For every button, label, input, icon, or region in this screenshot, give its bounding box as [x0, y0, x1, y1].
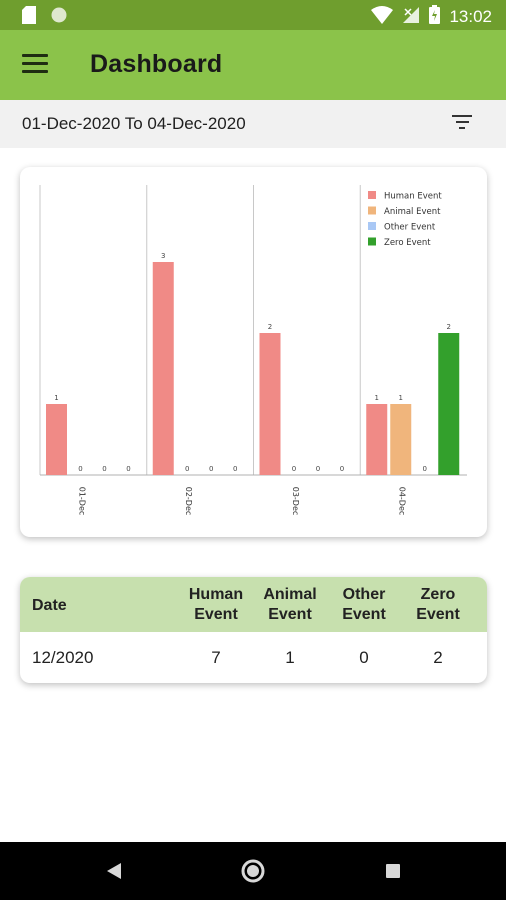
- cell-human-event: 7: [211, 648, 221, 667]
- cell-date: 12/2020: [32, 648, 94, 667]
- cell-other-event: 0: [359, 648, 369, 667]
- header-other-line1: Other: [342, 586, 386, 603]
- legend-swatch: [368, 206, 376, 215]
- bar-value-label: 0: [78, 465, 82, 473]
- bar-value-label: 0: [126, 465, 130, 473]
- bar-zero-event: [438, 333, 460, 475]
- header-animal-line1: Animal: [263, 586, 317, 603]
- status-bar: 13:02: [0, 0, 506, 30]
- header-human-line2: Event: [194, 606, 238, 623]
- signal-icon: [402, 6, 420, 28]
- bar-human-event: [259, 333, 281, 475]
- bar-human-event: [152, 262, 174, 475]
- bar-value-label: 0: [316, 465, 320, 473]
- bar-value-label: 0: [340, 465, 344, 473]
- back-button[interactable]: [84, 842, 144, 900]
- bar-value-label: 0: [102, 465, 106, 473]
- date-range-bar: 01-Dec-2020 To 04-Dec-2020: [0, 100, 506, 148]
- recents-square-icon: [386, 864, 400, 878]
- bar-value-label: 1: [375, 394, 379, 402]
- header-other-line2: Event: [342, 606, 386, 623]
- menu-button[interactable]: [22, 54, 48, 76]
- header-zero-event: Zero Event: [398, 585, 478, 625]
- header-human-line1: Human: [188, 586, 244, 603]
- table-header: Date Human Event Animal Event Other Even…: [20, 577, 487, 632]
- bar-value-label: 0: [185, 465, 189, 473]
- bar-chart: 1 0 0 0 01-Dec 3 0 0 0 02-Dec 2 0 0 0 03-Dec 1 1 0 2 04-Dec…: [39, 185, 467, 516]
- legend-swatch: [368, 222, 376, 230]
- legend-label: Other Event: [384, 223, 436, 233]
- circle-notification-icon: [50, 6, 68, 28]
- header-zero-line1: Zero: [420, 586, 456, 603]
- x-tick-label: 01-Dec: [77, 487, 86, 516]
- header-animal-line2: Event: [268, 606, 312, 623]
- bar-human-event: [366, 404, 388, 475]
- cell-animal-event: 1: [285, 648, 295, 667]
- bar-value-label: 1: [399, 394, 403, 402]
- chart-card: 1 0 0 0 01-Dec 3 0 0 0 02-Dec 2 0 0 0 03-Dec 1 1 0 2 04-Dec…: [20, 167, 487, 537]
- recents-button[interactable]: [363, 842, 423, 900]
- summary-table: Date Human Event Animal Event Other Even…: [20, 577, 487, 683]
- filter-icon: [452, 115, 472, 117]
- x-tick-label: 04-Dec: [398, 487, 407, 516]
- bar-animal-event: [390, 404, 412, 475]
- home-circle-icon: [241, 859, 265, 883]
- bar-value-label: 3: [161, 252, 165, 260]
- header-date: Date: [32, 597, 67, 614]
- bar-value-label: 0: [209, 465, 213, 473]
- bar-value-label: 0: [233, 465, 237, 473]
- wifi-icon: [371, 5, 394, 28]
- app-bar: Dashboard: [0, 30, 506, 100]
- x-tick-label: 02-Dec: [184, 487, 193, 516]
- header-zero-line2: Event: [416, 606, 460, 623]
- hamburger-line: [22, 62, 48, 65]
- hamburger-icon: [22, 54, 48, 57]
- navigation-bar: [0, 842, 506, 900]
- back-triangle-icon: [107, 863, 121, 879]
- table-row[interactable]: 12/2020 7 1 0 2: [20, 632, 487, 683]
- filter-icon-line: [455, 121, 469, 123]
- page-title: Dashboard: [90, 50, 223, 78]
- bar-human-event: [46, 404, 67, 475]
- sd-card-icon: [22, 6, 36, 28]
- bar-value-label: 1: [54, 394, 58, 402]
- bar-value-label: 2: [447, 323, 451, 331]
- status-time: 13:02: [449, 6, 492, 26]
- header-other-event: Other Event: [324, 585, 404, 625]
- bar-value-label: 0: [292, 465, 296, 473]
- home-button[interactable]: [223, 842, 283, 900]
- header-animal-event: Animal Event: [250, 585, 330, 625]
- legend-label: Human Event: [384, 192, 442, 202]
- legend-label: Animal Event: [384, 207, 441, 217]
- battery-icon: [429, 5, 441, 28]
- legend-label: Zero Event: [384, 238, 431, 248]
- legend-swatch: [368, 237, 376, 246]
- header-human-event: Human Event: [176, 585, 256, 625]
- x-tick-label: 03-Dec: [291, 487, 300, 516]
- date-range-label: 01-Dec-2020 To 04-Dec-2020: [22, 114, 246, 133]
- bar-value-label: 2: [268, 323, 272, 331]
- hamburger-line: [22, 70, 48, 73]
- cell-zero-event: 2: [433, 648, 443, 667]
- filter-button[interactable]: [452, 115, 472, 133]
- legend-swatch: [368, 191, 376, 199]
- bar-value-label: 0: [423, 465, 427, 473]
- filter-icon-line: [459, 127, 465, 129]
